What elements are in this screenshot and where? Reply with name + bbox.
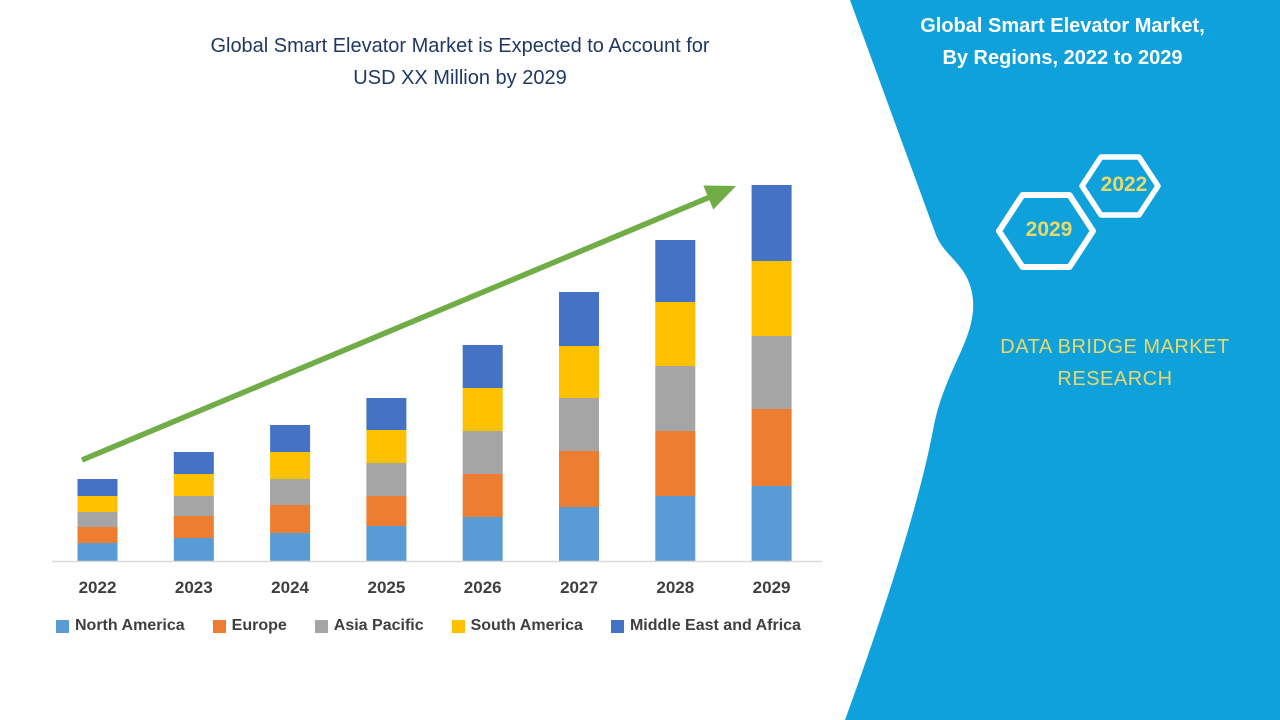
bar-segment [655,496,696,561]
bar-segment [366,430,407,463]
bar-segment [751,185,792,261]
hexagon-2029-badge [996,192,1096,270]
bar-segment [270,505,311,533]
bar-segment [270,533,311,561]
bar-segment [559,451,599,507]
bar-segment [751,336,792,409]
x-axis-label: 2028 [656,578,694,597]
x-axis-label: 2023 [175,578,213,597]
bar-segment [366,526,407,561]
bar-segment [270,452,311,479]
panel-title-line2: By Regions, 2022 to 2029 [942,47,1183,69]
brand-line2: RESEARCH [1057,368,1173,390]
bar-segment [173,496,214,516]
panel-title: Global Smart Elevator Market, By Regions… [890,10,1235,74]
legend-label: North America [75,617,185,634]
bar-segment [462,431,503,474]
bar-segment [751,486,792,561]
bar-segment [173,452,214,474]
bar-segment [655,240,696,302]
trend-arrow-line [80,194,712,463]
bar-segment [77,543,118,561]
legend-item: Europe [212,617,287,635]
panel-title-line1: Global Smart Elevator Market, [920,15,1205,37]
bar-segment [77,496,118,512]
bar-segment [173,538,214,561]
bar-segment [173,516,214,538]
hexagon-2029-label: 2029 [1025,218,1073,241]
legend-swatch-icon [212,619,226,633]
right-panel-shape [845,0,1280,720]
legend-item: Asia Pacific [314,617,424,635]
legend-item: North America [56,617,185,635]
legend-swatch-icon [314,619,328,633]
bar-segment [559,292,599,346]
hexagon-2022-badge [1079,154,1161,218]
legend-label: Asia Pacific [333,617,424,634]
bar-segment [559,398,599,451]
bar-segment [751,409,792,486]
bar-segment [559,507,599,561]
legend-item: Middle East and Africa [610,617,801,635]
bar-segment [462,345,503,388]
bar-segment [462,517,503,561]
legend-swatch-icon [56,619,69,633]
trend-arrow-head [703,185,736,210]
x-axis-label: 2029 [753,578,791,597]
legend-swatch-icon [451,619,465,633]
stacked-bar-chart: 2022 2023 2024 2025 2026 2027 2028 2029 [52,185,822,597]
hexagon-2022-label: 2022 [1100,173,1148,196]
bar-segment [559,346,599,398]
chart-title: Global Smart Elevator Market is Expected… [40,30,880,94]
bar-segment [655,366,696,431]
legend-label: South America [470,617,583,634]
bar-segment [462,474,503,517]
bar-segment [655,431,696,496]
bar-segment [173,474,214,496]
chart-title-line2: USD XX Million by 2029 [353,67,567,89]
bar-segment [751,261,792,336]
bar-segment [366,496,407,526]
legend-swatch-icon [610,619,624,633]
x-axis-label: 2022 [79,578,117,597]
legend-label: Middle East and Africa [629,617,801,634]
bar-segment [270,479,311,505]
chart-title-line1: Global Smart Elevator Market is Expected… [210,35,710,57]
bar-segment [655,302,696,366]
x-axis-label: 2024 [271,578,309,597]
legend-item: South America [451,617,583,635]
brand-line1: DATA BRIDGE MARKET [1000,336,1230,358]
bar-segment [77,527,118,543]
bar-segment [366,398,407,430]
x-axis-label: 2025 [367,578,405,597]
x-axis-label: 2027 [560,578,598,597]
brand-text: DATA BRIDGE MARKET RESEARCH [955,331,1275,395]
bar-segment [77,479,118,496]
bar-segment [77,512,118,527]
x-axis-label: 2026 [464,578,502,597]
bar-segment [462,388,503,431]
legend-label: Europe [231,617,287,634]
bar-segment [366,463,407,496]
chart-legend: North America Europe Asia Pacific South Ame… [56,617,846,635]
bar-segment [270,425,311,452]
